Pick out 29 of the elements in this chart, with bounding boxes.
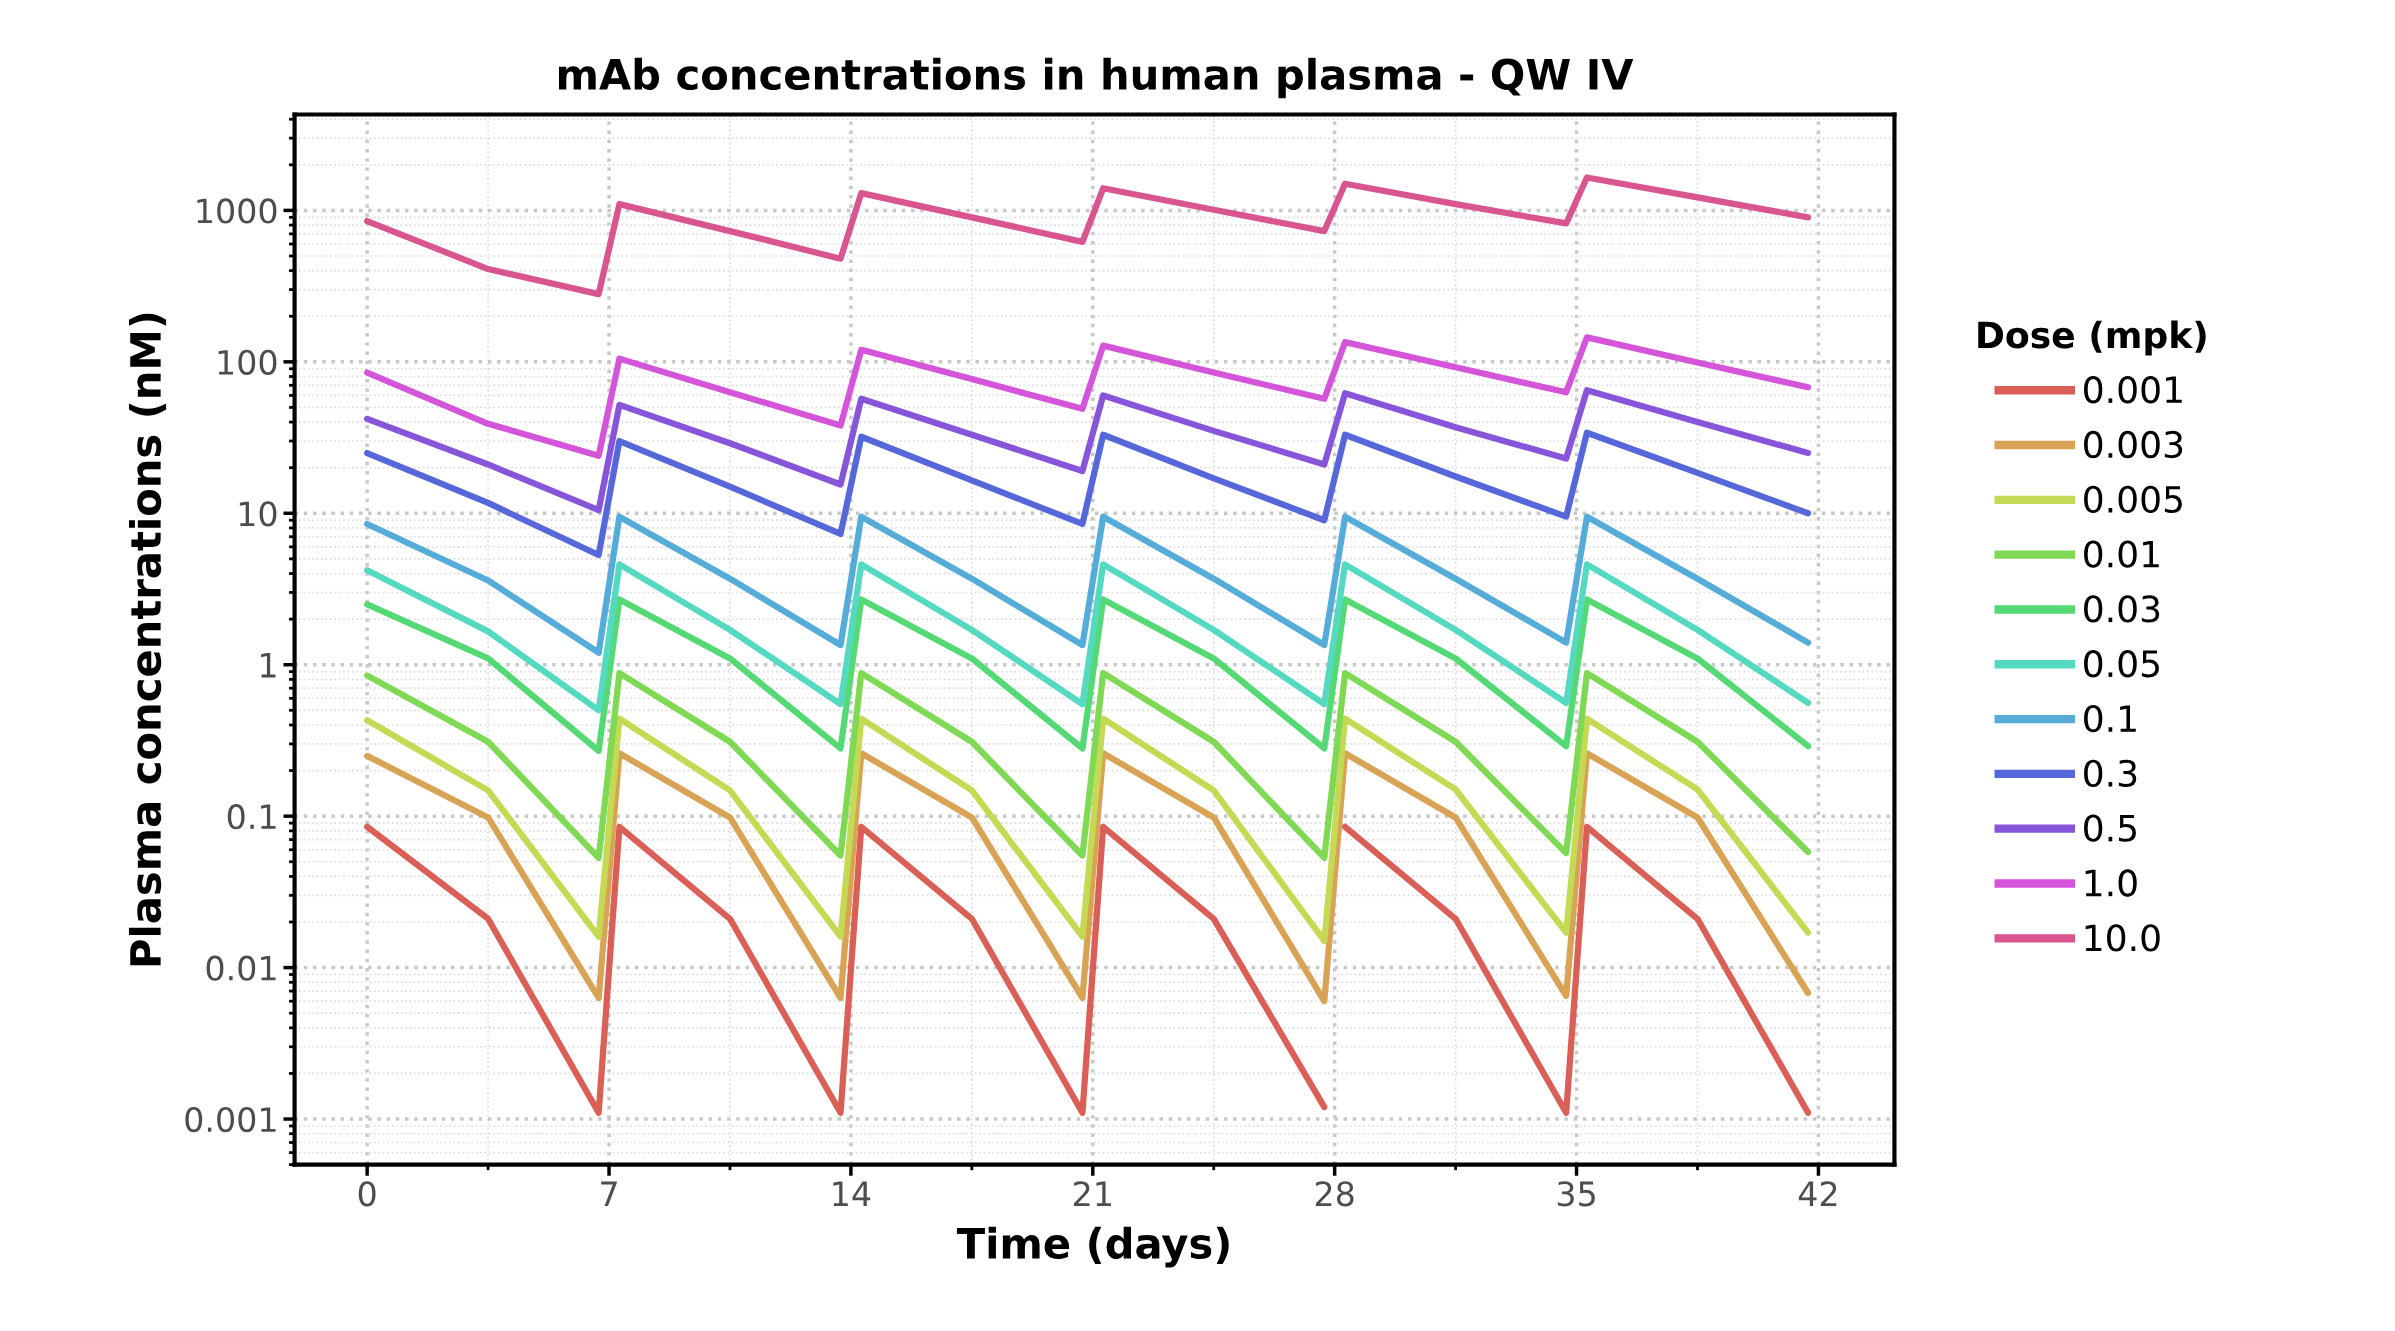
legend-label: 10.0: [2085, 924, 2160, 952]
y-tick-label: 0.1: [227, 804, 276, 830]
legend-label: 0.1: [2084, 704, 2136, 733]
y-tick-label: 10: [239, 501, 277, 527]
legend-label: 0.03: [2084, 595, 2160, 623]
legend-title: Dose (mpk): [1978, 320, 2206, 356]
y-tick-label: 100: [218, 349, 277, 375]
y-tick-label: 1000: [197, 198, 277, 224]
y-tick-label: 0.001: [185, 1106, 276, 1133]
y-axis-title: Plasma concentrations (nM): [128, 313, 167, 966]
legend-label: 0.001: [2084, 376, 2182, 404]
legend-label: 0.3: [2084, 759, 2137, 788]
legend-label: 0.05: [2084, 650, 2159, 678]
legend-label: 0.005: [2084, 485, 2182, 513]
x-tick-label: 0: [358, 1181, 376, 1207]
x-tick-label: 35: [1557, 1181, 1595, 1207]
x-tick-label: 28: [1315, 1181, 1354, 1207]
x-tick-label: 14: [833, 1181, 871, 1206]
legend-label: 0.003: [2084, 430, 2183, 459]
x-tick-label: 21: [1074, 1181, 1111, 1206]
legend-label: 0.01: [2084, 540, 2159, 568]
x-axis-title: Time (days): [956, 1226, 1229, 1268]
y-tick-label: 1: [261, 653, 276, 678]
legend-label: 0.5: [2084, 814, 2136, 842]
x-tick-label: 42: [1798, 1181, 1837, 1206]
x-tick-label: 7: [601, 1181, 617, 1206]
chart-title: mAb concentrations in human plasma - QW IV: [559, 57, 1634, 99]
y-tick-label: 0.01: [206, 955, 276, 981]
legend-label: 1.0: [2085, 869, 2137, 897]
